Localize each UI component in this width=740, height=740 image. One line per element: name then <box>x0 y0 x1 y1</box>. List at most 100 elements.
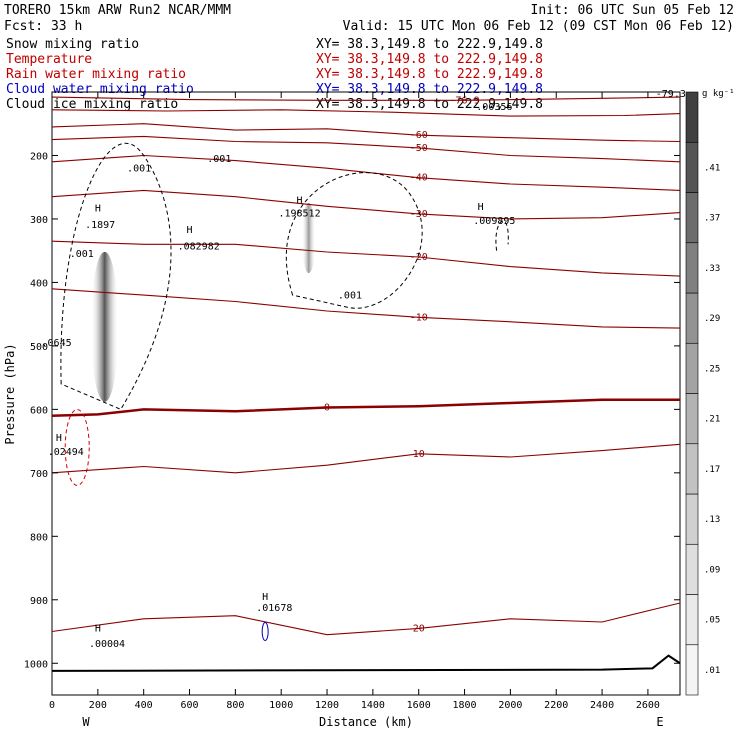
annotation-label: H <box>478 202 484 213</box>
contour-label: -60 <box>410 130 428 141</box>
colorbar-label: .41 <box>704 163 720 173</box>
y-axis-label: Pressure (hPa) <box>3 343 17 444</box>
colorbar-swatch <box>685 594 699 646</box>
colorbar-swatch <box>685 393 699 445</box>
plot-frame <box>51 91 681 696</box>
contour-label: 20 <box>413 623 425 634</box>
terrain-line <box>51 654 681 672</box>
shaded-mixing-ratio-core <box>90 251 119 402</box>
annotation-label: .082982 <box>178 241 220 252</box>
x-tick-label: 2400 <box>590 700 614 711</box>
cloud-ice-contour <box>495 220 509 251</box>
colorbar-swatch <box>685 242 699 294</box>
annotation-label: H <box>262 592 268 603</box>
x-tick-label: 2000 <box>498 700 522 711</box>
colorbar-swatch <box>685 192 699 244</box>
annotation-label: .001 <box>338 290 362 301</box>
colorbar-label: .05 <box>704 616 720 626</box>
annotation-label: H <box>187 225 193 236</box>
colorbar-swatch <box>685 443 699 495</box>
colorbar-swatch <box>685 292 699 344</box>
temperature-contour <box>51 398 680 417</box>
annotation-label: .00356 <box>476 102 512 113</box>
rain-water-contour <box>64 408 90 486</box>
colorbar-label: .29 <box>704 314 720 324</box>
header-right-line1: Init: 06 UTC Sun 05 Feb 12 <box>531 3 735 18</box>
annotation-label: .001 <box>127 163 151 174</box>
temperature-contour <box>51 154 681 191</box>
contour-label: -10 <box>410 312 428 323</box>
x-tick-label: 2600 <box>636 700 660 711</box>
x-tick-label: 1400 <box>361 700 385 711</box>
field-name: Cloud water mixing ratio <box>6 82 194 97</box>
y-tick-label: 400 <box>30 278 48 289</box>
x-tick-label: 600 <box>180 700 198 711</box>
field-name: Snow mixing ratio <box>6 37 139 52</box>
colorbar-swatch <box>685 91 699 143</box>
temperature-contour <box>51 109 681 117</box>
contour-label: -30 <box>410 209 428 220</box>
header-left-line1: TORERO 15km ARW Run2 NCAR/MMM <box>4 3 231 18</box>
x-tick-label: 1800 <box>453 700 477 711</box>
temperature-contour <box>51 189 681 220</box>
field-xy: XY= 38.3,149.8 to 222.9,149.8 <box>316 67 543 82</box>
annotation-label: .001 <box>207 154 231 165</box>
x-end-label-left: W <box>82 715 90 729</box>
y-tick-label: 900 <box>30 596 48 607</box>
colorbar-label: .17 <box>704 465 720 475</box>
x-tick-label: 1200 <box>315 700 339 711</box>
annotation-label: .009895 <box>473 216 515 227</box>
y-tick-label: 300 <box>30 215 48 226</box>
x-tick-label: 200 <box>89 700 107 711</box>
contour-label: -50 <box>410 143 428 154</box>
colorbar-swatch <box>685 543 699 595</box>
temperature-contour <box>51 135 681 163</box>
cloud-ice-contour <box>60 142 172 410</box>
annotation-label: .001 <box>70 249 94 260</box>
colorbar-label: .01 <box>704 666 720 676</box>
axes: 0 200 400 600 800 1000 1200 1400 1600 1800 2000 220… <box>24 92 680 711</box>
y-tick-label: 800 <box>30 532 48 543</box>
temperature-contour <box>51 288 681 329</box>
colorbar-swatch <box>685 342 699 394</box>
temperature-contour <box>51 123 681 143</box>
x-tick-label: 400 <box>135 700 153 711</box>
contour-label: -20 <box>410 252 428 263</box>
contour-label: -76.9 <box>450 95 480 106</box>
colorbar-label: .21 <box>704 415 720 425</box>
annotation-label: .00004 <box>89 639 125 650</box>
annotation-label: .1897 <box>85 220 115 231</box>
field-name: Rain water mixing ratio <box>6 67 186 82</box>
colorbar-units: g kg⁻¹ <box>702 89 735 99</box>
x-tick-label: 1000 <box>269 700 293 711</box>
y-tick-label: 500 <box>30 342 48 353</box>
colorbar-swatch <box>685 493 699 545</box>
contour-label: 10 <box>413 449 425 460</box>
header-left-line2: Fcst: 33 h <box>4 19 82 34</box>
cloud-water-contour <box>261 622 269 642</box>
annotation-label: H <box>297 196 303 207</box>
cloud-ice-contour <box>285 172 423 309</box>
x-axis-label: Distance (km) <box>319 715 413 729</box>
field-name: Temperature <box>6 52 92 67</box>
y-tick-label: 600 <box>30 405 48 416</box>
field-name: Cloud ice mixing ratio <box>6 97 178 112</box>
y-tick-label: 700 <box>30 469 48 480</box>
field-xy: XY= 38.3,149.8 to 222.9,149.8 <box>316 52 543 67</box>
colorbar-label: .33 <box>704 264 720 274</box>
colorbar-label: .09 <box>704 565 720 575</box>
colorbar-swatch <box>685 644 699 696</box>
field-xy: XY= 38.3,149.8 to 222.9,149.8 <box>316 37 543 52</box>
x-tick-label: 1600 <box>407 700 431 711</box>
temperature-contour <box>51 602 681 636</box>
temperature-contour <box>51 240 681 277</box>
x-tick-label: 0 <box>49 700 55 711</box>
colorbar-label: .13 <box>704 515 720 525</box>
x-end-label-right: E <box>656 715 663 729</box>
annotation-label: .198512 <box>278 208 320 219</box>
temperature-contour <box>51 96 681 101</box>
contour-label: -40 <box>410 173 428 184</box>
annotation-label: H <box>95 203 101 214</box>
